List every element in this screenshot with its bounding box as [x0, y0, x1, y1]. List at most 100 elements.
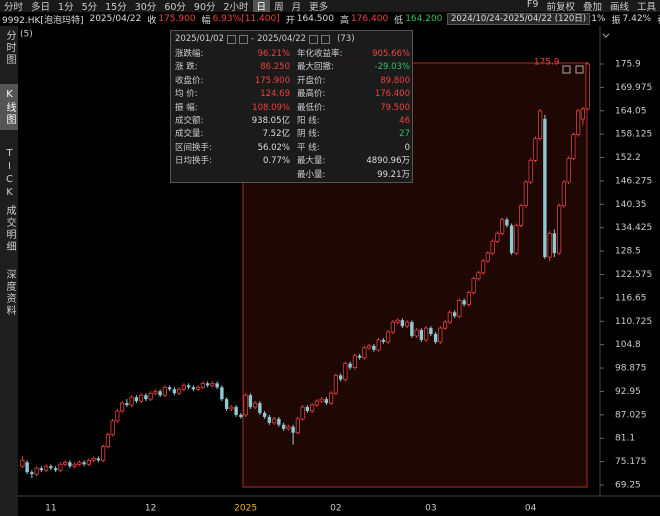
- period-tab[interactable]: 2小时: [223, 2, 249, 12]
- arrow-button[interactable]: [239, 34, 248, 44]
- icon[interactable]: [562, 65, 571, 74]
- stat-row: 收盘价: 175.900: [175, 75, 290, 87]
- stat-row: 涨跌幅: 96.21%: [175, 48, 290, 60]
- period-tab[interactable]: 周: [274, 2, 284, 12]
- candle-body: [58, 463, 63, 471]
- candle-body: [528, 159, 533, 183]
- candle-body: [277, 418, 281, 425]
- candle-body: [585, 63, 590, 110]
- candle-body: [305, 407, 310, 411]
- tools: F9 前复权 叠加 画线 工具: [523, 0, 660, 12]
- stat-row: 日均换手: 0.77%: [175, 155, 290, 167]
- period-tab[interactable]: 日: [252, 0, 271, 12]
- candle-body: [447, 311, 452, 323]
- candle-body: [324, 399, 329, 404]
- period-tab[interactable]: 30分: [134, 2, 157, 12]
- candle-body: [419, 330, 424, 340]
- sidebar-tab[interactable]: 成交明细: [4, 205, 15, 253]
- candle-body: [267, 416, 272, 423]
- candle-body: [148, 392, 153, 400]
- icon[interactable]: [575, 65, 584, 74]
- stat-value: -29.03%: [374, 62, 410, 73]
- candle-body: [258, 403, 262, 413]
- stat-row: 成交额: 938.05亿: [175, 115, 290, 127]
- field-label: 振: [611, 15, 621, 26]
- candle-body: [514, 225, 519, 254]
- field-label: 看: [657, 13, 660, 26]
- candle-body: [452, 312, 457, 317]
- y-tick-label: 104.8: [615, 340, 641, 350]
- stat-value: 79.500: [380, 102, 410, 113]
- period-tab[interactable]: 60分: [164, 2, 186, 12]
- candle-body: [172, 389, 177, 394]
- stat-label: 日均换手:: [175, 156, 212, 167]
- period-tab[interactable]: 分时: [4, 2, 24, 12]
- candle-body: [538, 110, 543, 140]
- candle-body: [72, 463, 77, 467]
- sidebar-tab[interactable]: K线图: [0, 84, 18, 130]
- stat-value: 124.69: [260, 89, 290, 100]
- candle-body: [253, 402, 258, 408]
- sidebar-tab[interactable]: 深度资料: [4, 269, 15, 317]
- period-tab[interactable]: 15分: [105, 2, 127, 12]
- candle-body: [314, 400, 319, 406]
- stat-label: 涨跌幅:: [175, 49, 204, 59]
- y-tick-label: 69.25: [615, 481, 641, 491]
- candle-body: [77, 461, 82, 465]
- field-label: 高: [339, 15, 349, 26]
- indicator-label: (5): [20, 30, 33, 40]
- arrow-button[interactable]: [227, 34, 236, 44]
- tool-button[interactable]: F9: [526, 0, 539, 10]
- candle-body: [96, 458, 101, 461]
- range-selector[interactable]: 2024/10/24-2025/04/22 (120日): [447, 13, 591, 25]
- candle-body: [30, 472, 34, 475]
- period-tab[interactable]: 更多: [309, 2, 329, 12]
- arrow-button[interactable]: [321, 34, 331, 44]
- candle-body: [39, 468, 44, 471]
- stat-label: 最高价:: [297, 89, 326, 100]
- arrow-button[interactable]: [309, 34, 319, 44]
- y-tick-label: 152.2: [615, 153, 641, 163]
- tool-button[interactable]: 叠加: [582, 2, 602, 12]
- candle-body: [162, 386, 167, 396]
- tool-button[interactable]: 工具: [636, 2, 656, 12]
- stat-row: 平 线: 0: [297, 142, 410, 154]
- max-annotation: 175.9: [534, 58, 560, 68]
- candle-body: [210, 382, 215, 386]
- candle-body: [129, 396, 134, 406]
- stat-label: 年化收益率:: [297, 49, 343, 59]
- period-tab[interactable]: 90分: [193, 2, 216, 12]
- stat-label: 均 价:: [175, 89, 198, 100]
- dropdown-icon[interactable]: [602, 33, 610, 38]
- field-value: 176.400: [350, 14, 389, 24]
- period-tab[interactable]: 5分: [81, 2, 98, 12]
- candle-body: [262, 412, 267, 417]
- tool-button[interactable]: 前复权: [546, 2, 575, 12]
- candle-body: [481, 260, 486, 274]
- candle-body: [68, 462, 72, 467]
- candle-body: [181, 384, 186, 390]
- candle-body: [105, 434, 110, 447]
- candle-body: [485, 252, 490, 262]
- period-tab[interactable]: 月: [291, 2, 302, 12]
- sidebar-tab[interactable]: TICK: [4, 148, 15, 200]
- sidebar-tab[interactable]: 分时图: [4, 30, 15, 66]
- candle-body: [20, 459, 25, 467]
- period-tab[interactable]: 1分: [58, 2, 74, 12]
- candle-body: [490, 240, 495, 254]
- candle-body: [91, 457, 96, 461]
- stat-row: 均 价: 124.69: [175, 88, 290, 100]
- stat-row: 振 幅: 108.09%: [175, 102, 290, 114]
- stat-value: 56.02%: [257, 142, 290, 153]
- start-date: 2025/01/02: [175, 34, 224, 44]
- candle-body: [224, 399, 229, 410]
- candle-body: [200, 382, 205, 388]
- stat-value: 96.21%: [257, 49, 290, 59]
- stat-value: 99.21万: [377, 169, 410, 180]
- period-tab[interactable]: 多日: [31, 2, 51, 12]
- tool-button[interactable]: 画线: [609, 2, 629, 12]
- stat-value: 27: [399, 129, 410, 140]
- day-count: (73): [337, 34, 355, 44]
- stat-value: 176.400: [374, 89, 410, 100]
